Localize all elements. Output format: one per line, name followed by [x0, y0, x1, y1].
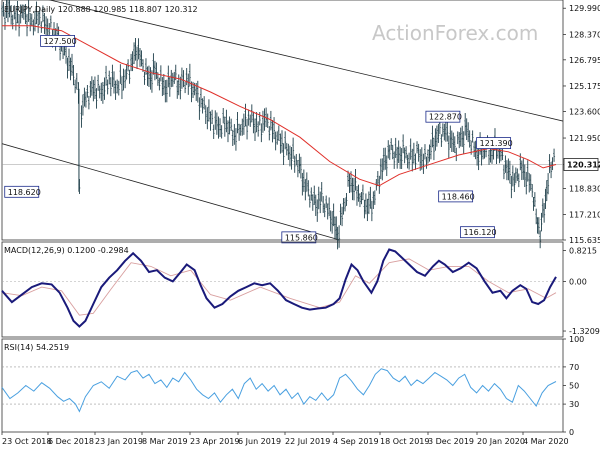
- x-tick-label: 6 Dec 2018: [48, 437, 94, 446]
- annotation-box: [4, 185, 40, 198]
- macd-ytick-label: -1.3209: [569, 327, 600, 336]
- macd-ytick-label: 0.8215: [569, 247, 597, 256]
- rsi-ytick-label: 50: [569, 382, 579, 391]
- annotation-box: [438, 190, 474, 203]
- watermark: ActionForex.com: [372, 21, 538, 45]
- macd-ytick-label: 0.00: [569, 277, 587, 286]
- price-ytick-label: 125.175: [569, 82, 600, 91]
- last-price-badge: [563, 158, 599, 171]
- price-title: EURJPY,Daily 120.888 120.985 118.807 120…: [4, 5, 198, 14]
- price-ytick-label: 126.795: [569, 56, 600, 65]
- rsi-panel: 100 70 50 30 0: [1, 335, 584, 437]
- rsi-ytick-label: 0: [569, 428, 574, 437]
- macd-frame: [1, 241, 564, 338]
- annotation-label: 116.120: [463, 228, 496, 237]
- x-tick-label: 23 Oct 2018: [2, 437, 51, 446]
- x-tick-label: 3 Dec 2019: [428, 437, 474, 446]
- annotation-label: 118.620: [8, 188, 41, 197]
- annotation-label: 118.460: [442, 192, 475, 201]
- annotation-box: [460, 226, 495, 239]
- x-tick-label: 22 Jul 2019: [285, 437, 330, 446]
- rsi-ytick-label: 30: [569, 400, 579, 409]
- x-tick-label: 20 Jan 2020: [477, 437, 525, 446]
- annotation-label: 115.860: [285, 233, 318, 242]
- x-tick-label: 23 Apr 2019: [190, 437, 239, 446]
- macd-panel: 0.8215 0.00 -1.3209: [1, 241, 600, 338]
- rsi-line: [1, 368, 557, 413]
- annotation-box: [40, 35, 76, 47]
- channel-line-2: [2, 143, 342, 240]
- rsi-title: RSI(14) 54.2519: [4, 343, 69, 352]
- annotation-box: [281, 231, 317, 244]
- annotation-box: [476, 137, 512, 149]
- price-ytick-label: 118.830: [569, 184, 600, 193]
- rsi-ytick-label: 70: [569, 363, 579, 372]
- price-ytick-label: 123.600: [569, 107, 600, 116]
- price-ytick-label: 129.990: [569, 4, 600, 13]
- channel-line-1: [48, 0, 563, 122]
- x-tick-label: 4 Sep 2019: [333, 437, 379, 446]
- price-ytick-label: 115.635: [569, 236, 600, 245]
- price-ytick-label: 128.370: [569, 30, 600, 39]
- x-tick-label: 8 Mar 2019: [142, 437, 188, 446]
- x-tick-label: 4 Mar 2020: [523, 437, 569, 446]
- annotation-label: 122.870: [429, 113, 462, 122]
- x-tick-label: 6 Jun 2019: [238, 437, 281, 446]
- macd-line: [1, 248, 557, 328]
- price-bars: [1, 0, 556, 250]
- moving-average-line: [2, 25, 557, 187]
- annotation-label: 121.390: [480, 139, 513, 148]
- price-ytick-label: 121.950: [569, 134, 600, 143]
- annotation-label: 127.500: [44, 37, 77, 46]
- annotation-box: [425, 110, 461, 123]
- last-price-label: 120.312: [567, 160, 600, 169]
- x-tick-label: 23 Jan 2019: [95, 437, 143, 446]
- price-panel: 127.500 118.620 115.860 122.870 121.390 118.4…: [1, 0, 600, 250]
- macd-title: MACD(12,26,9) 0.1200 -0.2984: [4, 246, 129, 255]
- x-tick-label: 18 Oct 2019: [380, 437, 429, 446]
- rsi-ytick-label: 100: [569, 335, 584, 344]
- price-ytick-label: 117.210: [569, 211, 600, 220]
